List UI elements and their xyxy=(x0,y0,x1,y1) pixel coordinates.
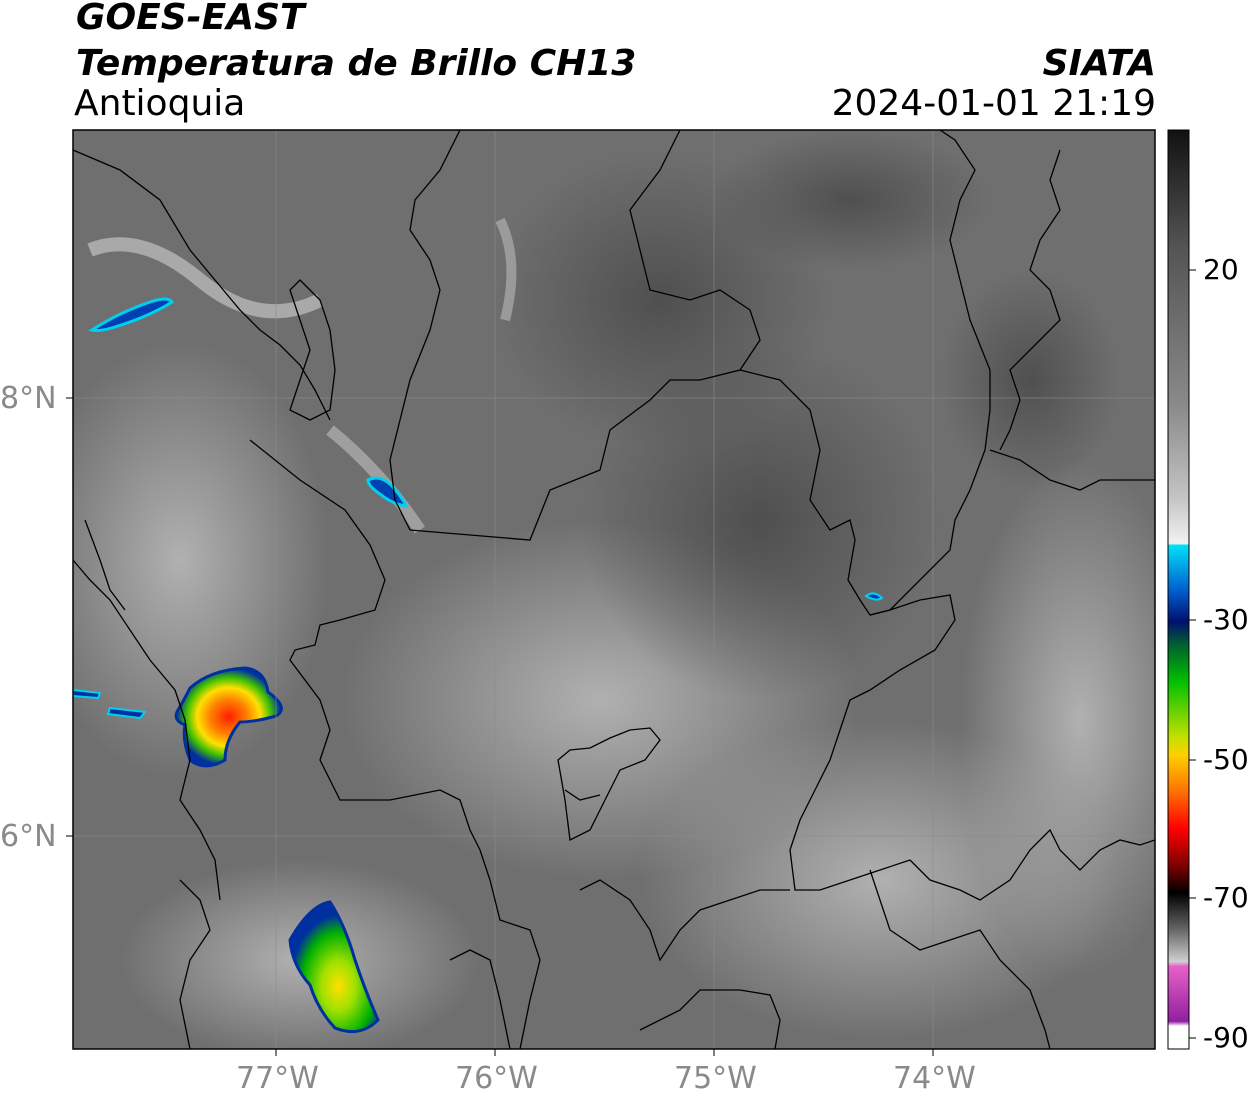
colorbar-label: 20 xyxy=(1203,253,1239,286)
datetime-title: 2024-01-01 21:19 xyxy=(831,83,1156,124)
warm-cloud-area xyxy=(960,460,1155,980)
region-title: Antioquia xyxy=(74,83,246,124)
cold-cloud-streak xyxy=(88,297,175,332)
lon-label-74w: 74°W xyxy=(893,1061,976,1096)
lon-label-75w: 75°W xyxy=(674,1061,757,1096)
colorbar-label: -90 xyxy=(1203,1021,1249,1054)
colorbar-label: -50 xyxy=(1203,743,1249,776)
satellite-image xyxy=(73,130,1155,1049)
cirrus-streak xyxy=(87,237,324,319)
lat-label-8n: 8°N xyxy=(0,381,57,416)
gridlines xyxy=(73,130,1155,1049)
administrative-borders xyxy=(73,130,1155,1049)
clear-sky-area xyxy=(580,340,940,700)
convective-storm-cell xyxy=(288,900,380,1034)
cirrus-streak xyxy=(495,217,517,322)
agency-title: SIATA xyxy=(1042,43,1156,84)
clear-sky-area xyxy=(710,130,990,270)
cold-cloud-small xyxy=(366,476,409,508)
product-title: Temperatura de Brillo CH13 xyxy=(76,43,637,84)
colorbar xyxy=(1167,129,1190,1050)
cold-cloud-streak xyxy=(73,688,102,700)
lat-label-6n: 6°N xyxy=(0,819,57,854)
cold-cloud-small xyxy=(864,592,884,601)
axis-ticks xyxy=(66,397,934,1056)
colorbar-label: -70 xyxy=(1203,881,1249,914)
lon-label-77w: 77°W xyxy=(236,1061,319,1096)
colorbar-label: -30 xyxy=(1203,603,1249,636)
cold-cloud-streak xyxy=(106,706,147,720)
warm-cloud-area xyxy=(73,340,330,780)
colorbar-ticks xyxy=(1189,269,1196,1039)
satellite-title: GOES-EAST xyxy=(76,0,305,38)
clear-sky-area xyxy=(940,270,1120,490)
lon-label-76w: 76°W xyxy=(455,1061,538,1096)
map-frame xyxy=(72,129,1156,1050)
cirrus-streak xyxy=(326,425,425,534)
convective-storm-cell xyxy=(174,666,283,768)
